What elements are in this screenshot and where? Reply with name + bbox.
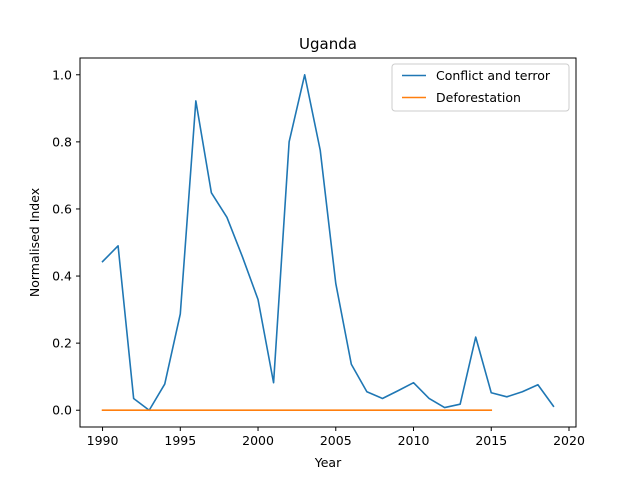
plot-frame (79, 57, 577, 428)
x-axis: 1990 1995 2000 2005 2010 2015 2020 (87, 427, 585, 448)
y-tick-label-0.2: 0.2 (52, 336, 72, 351)
legend-label-deforestation: Deforestation (436, 90, 521, 105)
x-tick-label-2010: 2010 (398, 433, 430, 448)
y-tick-label-1.0: 1.0 (52, 67, 72, 82)
y-axis-label: Normalised Index (27, 188, 42, 297)
legend: Conflict and terror Deforestation (391, 63, 570, 112)
x-tick-label-2000: 2000 (242, 433, 274, 448)
legend-box (391, 63, 570, 112)
x-tick-label-2020: 2020 (553, 433, 585, 448)
x-tick-label-1995: 1995 (164, 433, 196, 448)
y-tick-label-0.6: 0.6 (52, 201, 72, 216)
series-layer (101, 73, 555, 412)
y-tick-label-0.8: 0.8 (52, 134, 72, 149)
y-axis: 0.0 0.2 0.4 0.6 0.8 1.0 (52, 67, 80, 418)
x-tick-label-1990: 1990 (87, 433, 119, 448)
chart-title: Uganda (299, 35, 357, 53)
series-line-conflict-and-terror (101, 73, 555, 412)
legend-label-conflict-and-terror: Conflict and terror (436, 68, 551, 83)
x-axis-label: Year (314, 455, 342, 470)
x-tick-label-2015: 2015 (475, 433, 507, 448)
x-tick-label-2005: 2005 (320, 433, 352, 448)
y-tick-label-0.4: 0.4 (52, 269, 72, 284)
y-tick-label-0.0: 0.0 (52, 403, 72, 418)
